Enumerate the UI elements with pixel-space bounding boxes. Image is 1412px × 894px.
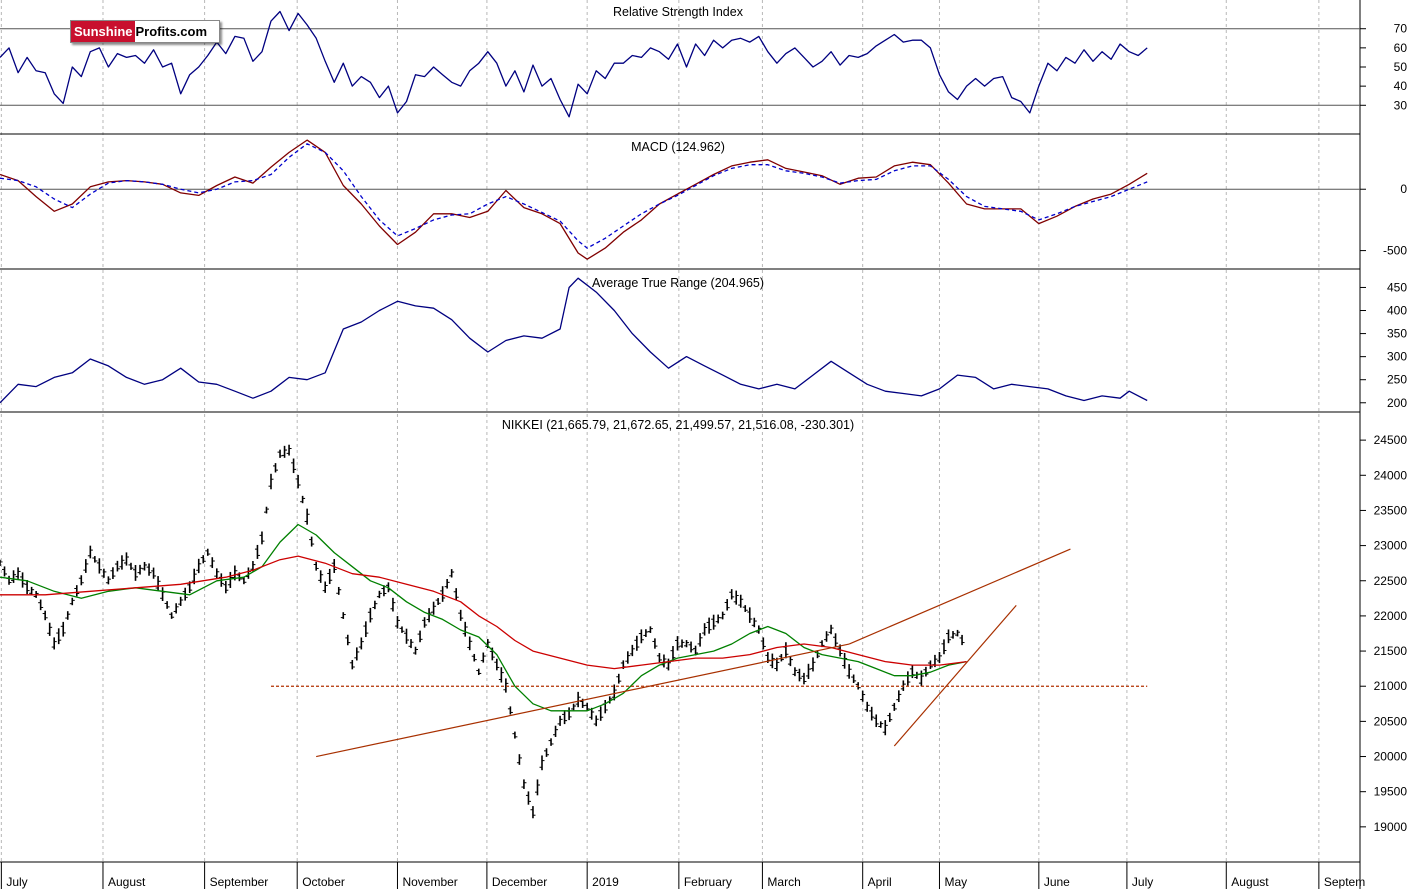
y-tick-label: 400 [1387, 304, 1407, 318]
month-label: August [1231, 875, 1269, 889]
trend-line [316, 643, 850, 758]
y-tick-label: 350 [1387, 327, 1407, 341]
y-tick-label: 50 [1394, 60, 1408, 74]
series-line [0, 523, 967, 712]
y-tick-label: 19000 [1374, 820, 1408, 834]
month-label: September [210, 875, 269, 889]
trend-line [848, 548, 1071, 645]
y-tick-label: -500 [1383, 244, 1407, 258]
series-line [0, 277, 1148, 404]
month-label: October [302, 875, 345, 889]
y-tick-label: 250 [1387, 373, 1407, 387]
month-label: May [944, 875, 967, 889]
y-tick-label: 40 [1394, 79, 1408, 93]
y-tick-label: 22500 [1374, 574, 1408, 588]
month-label: August [108, 875, 146, 889]
y-tick-label: 21500 [1374, 644, 1408, 658]
y-tick-label: 70 [1394, 22, 1408, 36]
y-tick-label: 23500 [1374, 503, 1408, 517]
series-line [0, 143, 1148, 249]
panel-title: NIKKEI (21,665.79, 21,672.65, 21,499.57,… [502, 418, 854, 432]
y-tick-label: 450 [1387, 280, 1407, 294]
annotation-layer [271, 548, 1148, 758]
month-label: April [868, 875, 892, 889]
month-label: Septem [1324, 875, 1365, 889]
y-tick-label: 60 [1394, 41, 1408, 55]
logo-part-1: Sunshine [71, 21, 135, 42]
month-label: February [684, 875, 732, 889]
series-line [0, 10, 1148, 118]
month-label: June [1044, 875, 1070, 889]
month-label: 2019 [592, 875, 619, 889]
month-label: July [6, 875, 27, 889]
month-label: March [767, 875, 800, 889]
series-line [0, 139, 1148, 260]
panel-title: Average True Range (204.965) [592, 276, 764, 290]
panel-title: Relative Strength Index [613, 5, 744, 19]
y-tick-label: 23000 [1374, 539, 1408, 553]
logo-part-2: Profits.com [135, 24, 208, 39]
y-tick-label: 24000 [1374, 468, 1408, 482]
series-line [0, 555, 967, 670]
y-tick-label: 0 [1400, 182, 1407, 196]
y-tick-label: 22000 [1374, 609, 1408, 623]
month-label: November [402, 875, 457, 889]
month-label: July [1132, 875, 1153, 889]
y-tick-label: 300 [1387, 350, 1407, 364]
month-label: December [492, 875, 547, 889]
y-tick-label: 20500 [1374, 714, 1408, 728]
y-tick-label: 20000 [1374, 750, 1408, 764]
y-tick-label: 21000 [1374, 679, 1408, 693]
y-tick-label: 30 [1394, 98, 1408, 112]
reference-lines [0, 28, 1360, 190]
y-tick-label: 24500 [1374, 433, 1408, 447]
y-tick-label: 19500 [1374, 785, 1408, 799]
panel-title: MACD (124.962) [631, 140, 725, 154]
series-layer [0, 10, 1148, 819]
sunshine-profits-logo: Sunshine Profits.com [70, 20, 220, 43]
text-layer: July August September October November Decemb… [6, 5, 1407, 889]
trend-line [893, 604, 1017, 747]
y-tick-label: 200 [1387, 396, 1407, 410]
panel-frames [0, 0, 1366, 889]
